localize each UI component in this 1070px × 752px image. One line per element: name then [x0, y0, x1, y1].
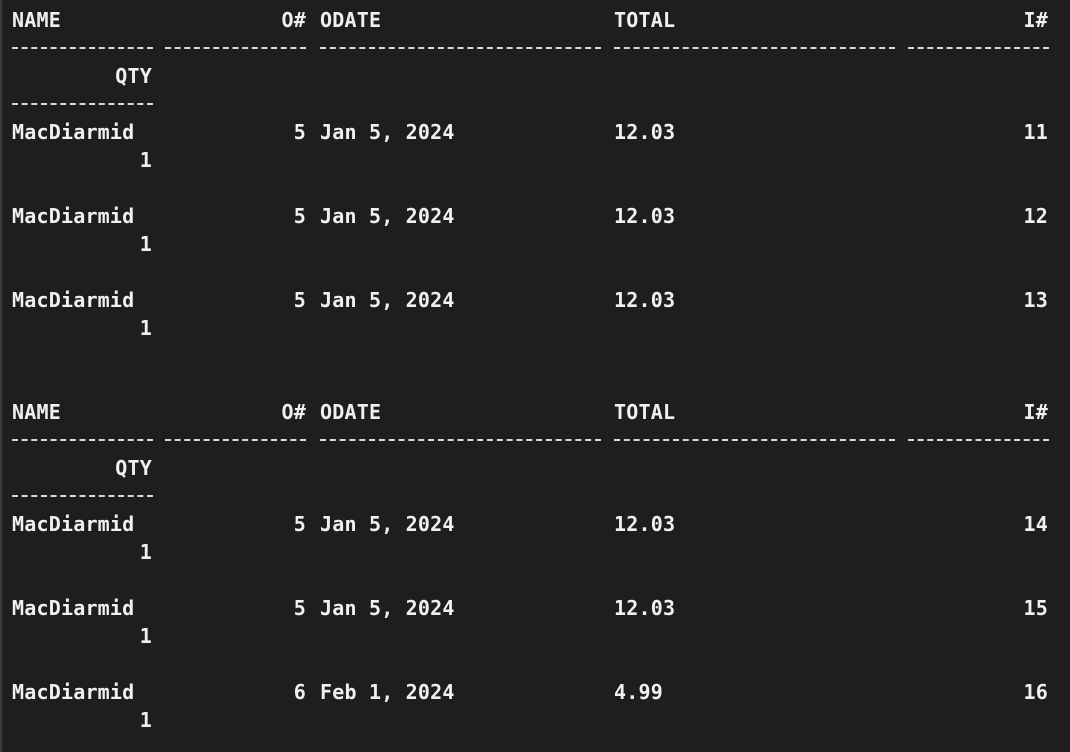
cell-qty: 1: [139, 540, 152, 564]
separator: [908, 439, 1049, 441]
cell-order-no: 6: [293, 680, 306, 704]
cell-name: MacDiarmid: [12, 204, 135, 228]
separator: [12, 47, 153, 49]
cell-item-no: 13: [1023, 288, 1048, 312]
header-order-no: O#: [281, 400, 306, 424]
cell-total: 12.03: [614, 288, 676, 312]
header-item-no: I#: [1023, 400, 1048, 424]
cell-order-no: 5: [293, 512, 306, 536]
header-qty: QTY: [115, 456, 152, 480]
cell-name: MacDiarmid: [12, 596, 135, 620]
header-order-no: O#: [281, 8, 306, 32]
separator: [320, 439, 601, 441]
cell-item-no: 14: [1023, 512, 1048, 536]
cell-name: MacDiarmid: [12, 512, 135, 536]
cell-order-no: 5: [293, 204, 306, 228]
cell-odate: Jan 5, 2024: [320, 204, 455, 228]
header-odate: ODATE: [320, 8, 382, 32]
cell-odate: Feb 1, 2024: [320, 680, 455, 704]
cell-order-no: 5: [293, 288, 306, 312]
separator: [614, 47, 895, 49]
cell-item-no: 15: [1023, 596, 1048, 620]
separator: [614, 439, 895, 441]
cell-item-no: 12: [1023, 204, 1048, 228]
cell-qty: 1: [139, 624, 152, 648]
header-name: NAME: [12, 8, 61, 32]
separator: [12, 439, 153, 441]
cell-odate: Jan 5, 2024: [320, 120, 455, 144]
cell-name: MacDiarmid: [12, 680, 135, 704]
separator: [908, 47, 1049, 49]
cell-name: MacDiarmid: [12, 288, 135, 312]
separator: [12, 103, 153, 105]
header-total: TOTAL: [614, 400, 676, 424]
cell-qty: 1: [139, 148, 152, 172]
cell-qty: 1: [139, 316, 152, 340]
header-total: TOTAL: [614, 8, 676, 32]
header-qty: QTY: [115, 64, 152, 88]
cell-odate: Jan 5, 2024: [320, 288, 455, 312]
cell-order-no: 5: [293, 120, 306, 144]
separator: [165, 439, 306, 441]
cell-total: 4.99: [614, 680, 663, 704]
cell-item-no: 16: [1023, 680, 1048, 704]
cell-total: 12.03: [614, 120, 676, 144]
header-odate: ODATE: [320, 400, 382, 424]
cell-total: 12.03: [614, 204, 676, 228]
cell-total: 12.03: [614, 512, 676, 536]
separator: [320, 47, 601, 49]
cell-total: 12.03: [614, 596, 676, 620]
cell-qty: 1: [139, 232, 152, 256]
separator: [12, 495, 153, 497]
cell-odate: Jan 5, 2024: [320, 596, 455, 620]
header-name: NAME: [12, 400, 61, 424]
cell-order-no: 5: [293, 596, 306, 620]
cell-odate: Jan 5, 2024: [320, 512, 455, 536]
cell-qty: 1: [139, 708, 152, 732]
header-item-no: I#: [1023, 8, 1048, 32]
separator: [165, 47, 306, 49]
cell-name: MacDiarmid: [12, 120, 135, 144]
cell-item-no: 11: [1023, 120, 1048, 144]
